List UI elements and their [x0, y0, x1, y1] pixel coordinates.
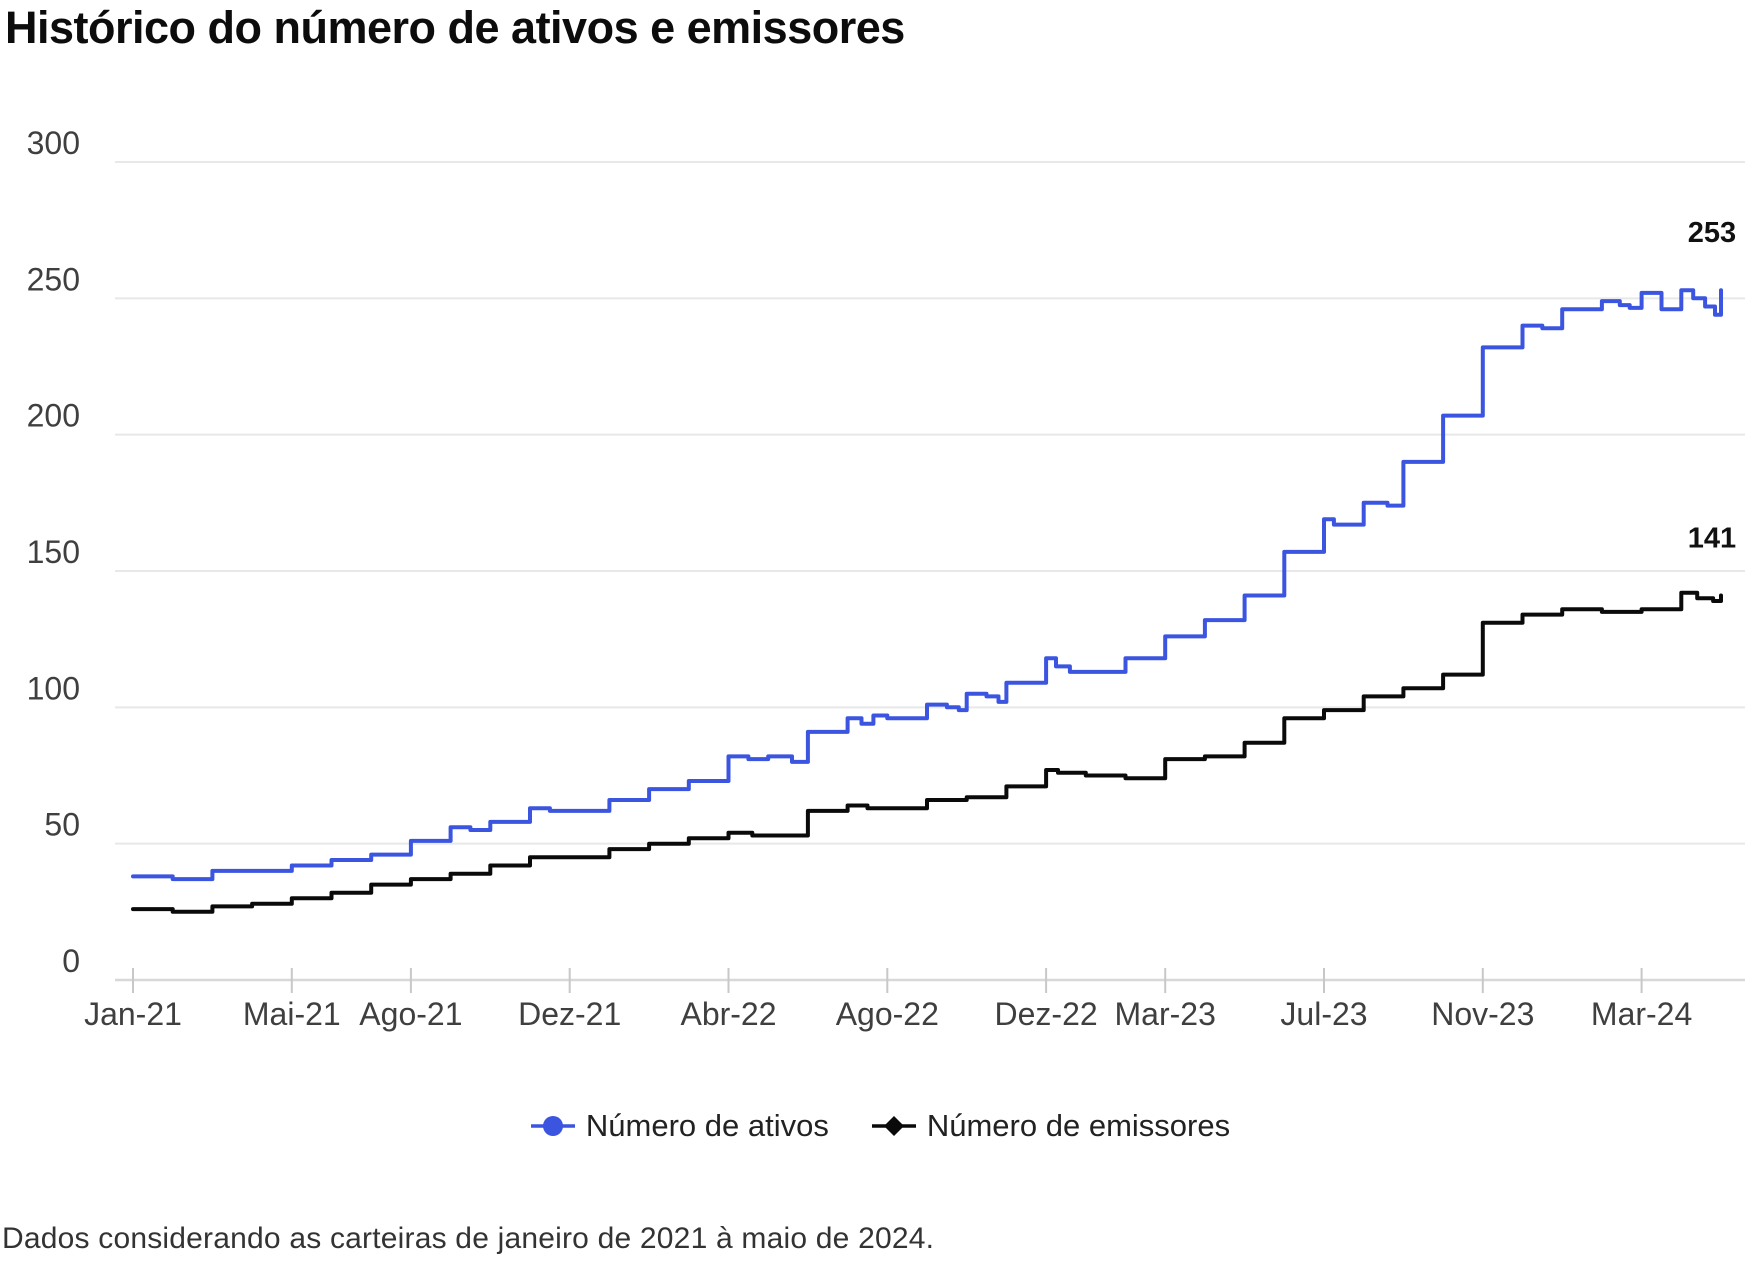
x-axis-label: Jan-21: [84, 996, 182, 1032]
x-axis-label: Dez-22: [995, 996, 1098, 1032]
legend-item-emissores: Número de emissores: [871, 1108, 1230, 1144]
legend-label-ativos: Número de ativos: [585, 1108, 829, 1143]
x-axis-label: Mar-23: [1115, 996, 1216, 1032]
x-axis-label: Abr-22: [680, 996, 776, 1032]
x-axis-label: Dez-21: [518, 996, 621, 1032]
legend-item-ativos: Número de ativos: [530, 1108, 829, 1144]
y-axis-label: 100: [27, 670, 80, 706]
end-label-emissores: 141: [1688, 523, 1736, 555]
y-axis-label: 200: [27, 398, 80, 434]
legend-label-emissores: Número de emissores: [926, 1108, 1231, 1143]
line-diamond-marker-icon: [871, 1116, 916, 1136]
chart-footnote: Dados considerando as carteiras de janei…: [2, 1222, 935, 1255]
chart-title: Histórico do número de ativos e emissore…: [5, 2, 905, 53]
y-axis-label: 0: [62, 943, 80, 979]
x-axis-label: Nov-23: [1431, 996, 1534, 1032]
end-label-ativos: 253: [1688, 217, 1736, 249]
chart-legend: Número de ativos Número de emissores: [0, 1108, 1760, 1144]
y-axis-label: 250: [27, 261, 80, 297]
x-axis-label: Ago-21: [359, 996, 462, 1032]
line-circle-marker-icon: [530, 1116, 575, 1136]
x-axis-label: Jul-23: [1280, 996, 1367, 1032]
y-axis-label: 300: [27, 125, 80, 161]
x-axis-label: Ago-22: [836, 996, 939, 1032]
y-axis-label: 150: [27, 534, 80, 570]
x-axis-label: Mar-24: [1591, 996, 1692, 1032]
x-axis-label: Mai-21: [243, 996, 341, 1032]
series-line-ativos: [131, 288, 1723, 882]
y-axis-label: 50: [44, 807, 80, 843]
series-line-emissores: [131, 590, 1723, 914]
